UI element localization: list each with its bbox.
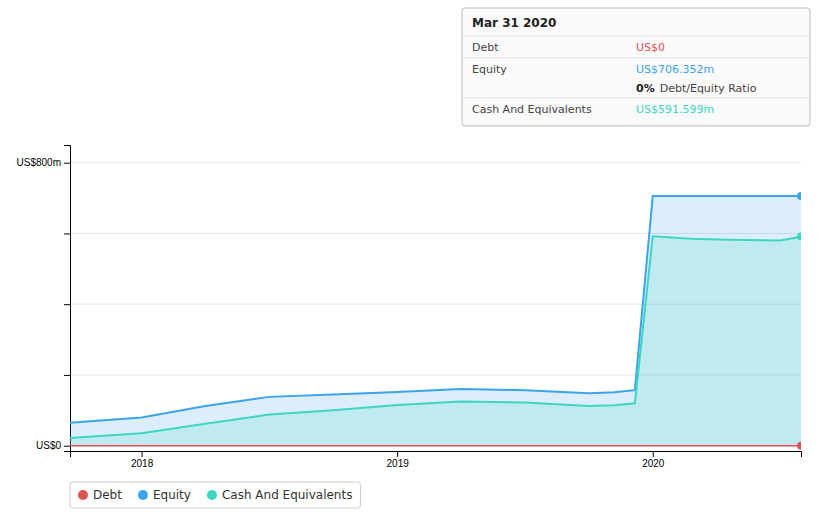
info-box: Mar 31 2020 Debt US$0 Equity US$706.352m 0% De… <box>462 8 810 126</box>
legend-label: Debt <box>93 488 122 502</box>
y-tick <box>64 233 70 234</box>
legend-label: Equity <box>153 488 191 502</box>
info-box-separator <box>462 36 810 37</box>
x-tick-label: 2019 <box>387 458 410 469</box>
x-tick: 2019 <box>387 451 410 469</box>
y-tick: US$0 <box>36 440 70 451</box>
grid <box>70 163 801 446</box>
x-tick-label: 2018 <box>131 458 154 469</box>
end-dot <box>797 233 801 241</box>
info-box-separator <box>462 98 810 99</box>
chart-svg: US$0 US$800m 2018 2019 2020 Debt Equity Cash An… <box>0 0 821 526</box>
x-tick: 2018 <box>131 451 154 469</box>
legend-label: Cash And Equivalents <box>222 488 353 502</box>
info-box-value: US$591.599m <box>636 103 714 116</box>
end-dot <box>797 442 801 450</box>
end-dot <box>797 192 801 200</box>
end-dots <box>797 192 801 450</box>
x-tick-mark <box>397 451 398 457</box>
info-box-label: Equity <box>472 63 507 76</box>
info-box-frame <box>462 8 810 126</box>
areas <box>70 196 801 446</box>
series-area <box>70 196 801 446</box>
y-tick-mark <box>64 446 70 447</box>
x-tick-mark <box>653 451 654 457</box>
grid-line <box>70 445 801 446</box>
legend-frame <box>70 482 360 508</box>
y-tick-mark <box>64 304 70 305</box>
y-axis: US$0 US$800m <box>17 146 71 452</box>
y-tick <box>64 304 70 305</box>
info-box-separator <box>462 58 810 59</box>
series-line <box>70 196 801 423</box>
y-tick: US$800m <box>17 157 70 168</box>
y-tick <box>64 375 70 376</box>
info-box-value: US$0 <box>636 41 665 54</box>
legend-marker <box>78 490 88 500</box>
y-tick-mark <box>64 233 70 234</box>
series-line <box>70 236 801 438</box>
lines <box>70 196 801 446</box>
legend-marker <box>138 490 148 500</box>
x-tick-label: 2020 <box>642 458 665 469</box>
legend-marker <box>207 490 217 500</box>
series-area <box>70 236 801 445</box>
info-box-title: Mar 31 2020 <box>472 16 556 30</box>
y-tick-mark <box>64 163 70 164</box>
x-axis-line <box>71 452 802 458</box>
y-tick-mark <box>64 375 70 376</box>
y-axis-line <box>64 146 71 452</box>
x-tick-mark <box>142 451 143 457</box>
grid-line <box>70 162 801 163</box>
x-tick: 2020 <box>642 451 665 469</box>
y-tick-label: US$800m <box>17 157 61 168</box>
info-box-label: Cash And Equivalents <box>472 103 592 116</box>
plot-area <box>70 192 801 450</box>
info-box-label: Debt/Equity Ratio <box>660 82 757 95</box>
legend: Debt Equity Cash And Equivalents <box>70 482 360 508</box>
x-axis: 2018 2019 2020 <box>71 451 802 469</box>
series-line <box>70 445 801 447</box>
info-box-label: Debt <box>472 41 499 54</box>
info-box-value: US$706.352m <box>636 63 714 76</box>
info-box-value: 0% <box>636 82 655 95</box>
y-tick-label: US$0 <box>36 440 61 451</box>
